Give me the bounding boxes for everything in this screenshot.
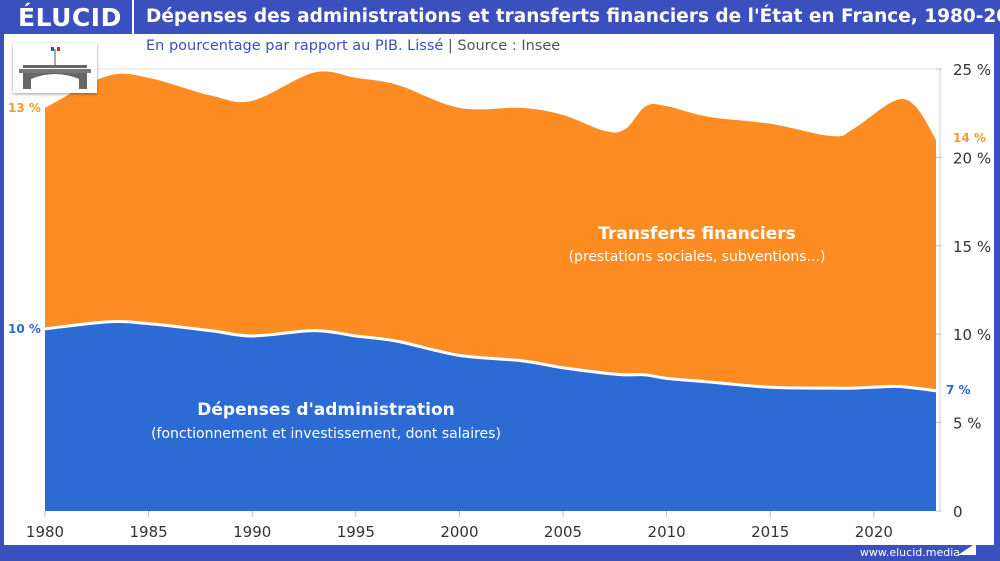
boundary-line	[44, 320, 937, 393]
x-tick-label: 1985	[130, 523, 168, 541]
y-tick-label: 15 %	[953, 238, 991, 256]
administration-label: Dépenses d'administration	[197, 400, 455, 420]
end-label-administration: 7 %	[946, 383, 971, 397]
elucid-logo: ÉLUCID	[18, 3, 122, 32]
transferts-label: Transferts financiers	[598, 224, 796, 244]
x-tick-label: 1990	[233, 523, 271, 541]
source-text: Source : Insee	[457, 38, 561, 54]
government-building-emblem	[13, 43, 97, 93]
x-tick-label: 2015	[751, 523, 789, 541]
x-tick-label: 1980	[26, 523, 64, 541]
chart-subtitle: En pourcentage par rapport au PIB. Lissé…	[146, 38, 560, 54]
header-divider	[132, 0, 134, 34]
x-tick-label: 2010	[648, 523, 686, 541]
end-label-transferts: 14 %	[953, 131, 986, 145]
subtitle-text: En pourcentage par rapport au PIB. Lissé	[146, 38, 444, 54]
x-tick-label: 2005	[544, 523, 582, 541]
administration-area	[45, 321, 936, 511]
y-tick-label: 25 %	[953, 61, 991, 79]
building-icon	[19, 47, 91, 89]
website-link[interactable]: www.elucid.media	[859, 546, 960, 559]
start-label-administration: 10 %	[8, 322, 41, 336]
chart-title: Dépenses des administrations et transfer…	[146, 6, 1000, 27]
y-tick-label: 5 %	[953, 415, 982, 433]
y-tick-label: 20 %	[953, 149, 991, 167]
start-label-transferts: 13 %	[8, 101, 41, 115]
transferts-sublabel: (prestations sociales, subventions...)	[568, 249, 826, 265]
subtitle-separator: |	[447, 38, 453, 54]
y-tick-label: 0	[953, 503, 963, 521]
y-tick-label: 10 %	[953, 326, 991, 344]
elucid-flag-icon	[958, 543, 976, 555]
x-tick-label: 2000	[440, 523, 478, 541]
x-tick-label: 2020	[855, 523, 893, 541]
x-tick-label: 1995	[337, 523, 375, 541]
administration-sublabel: (fonctionnement et investissement, dont …	[151, 426, 501, 442]
